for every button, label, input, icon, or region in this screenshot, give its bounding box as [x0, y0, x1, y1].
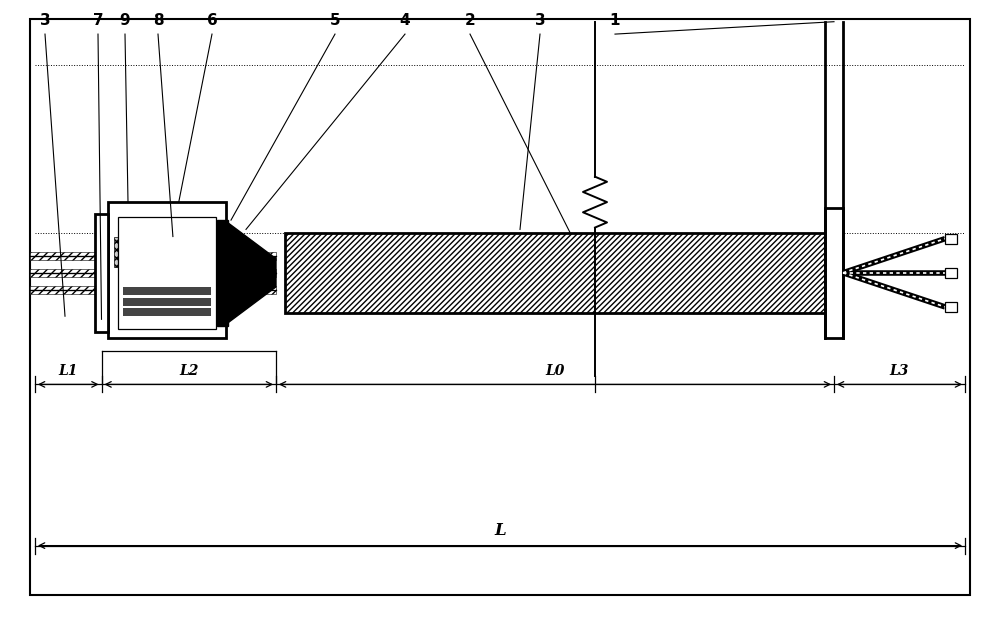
Bar — [945, 302, 957, 312]
Text: 9: 9 — [120, 13, 130, 28]
Bar — [30, 285, 276, 293]
Text: 5: 5 — [330, 13, 340, 28]
Text: L0: L0 — [545, 364, 565, 378]
Text: 1: 1 — [610, 13, 620, 28]
Text: 2: 2 — [465, 13, 475, 28]
Text: 8: 8 — [153, 13, 163, 28]
Text: L3: L3 — [890, 364, 909, 378]
Bar — [285, 232, 825, 313]
Bar — [118, 217, 216, 329]
Bar — [825, 208, 843, 338]
Text: L: L — [494, 521, 506, 539]
Text: 3: 3 — [40, 13, 50, 28]
Bar — [945, 234, 957, 244]
Bar — [30, 252, 276, 260]
Text: 6: 6 — [207, 13, 217, 28]
Bar — [123, 298, 211, 306]
Text: L2: L2 — [179, 364, 198, 378]
Bar — [285, 232, 825, 313]
Bar — [123, 287, 211, 295]
Bar — [945, 268, 957, 278]
Text: 7: 7 — [93, 13, 103, 28]
Bar — [108, 202, 226, 339]
Bar — [114, 236, 220, 267]
Bar — [95, 214, 108, 332]
Polygon shape — [226, 221, 276, 324]
Bar — [217, 220, 228, 326]
Text: 4: 4 — [400, 13, 410, 28]
Bar — [30, 268, 276, 277]
Bar — [123, 308, 211, 316]
Text: L1: L1 — [59, 364, 78, 378]
Text: 3: 3 — [535, 13, 545, 28]
